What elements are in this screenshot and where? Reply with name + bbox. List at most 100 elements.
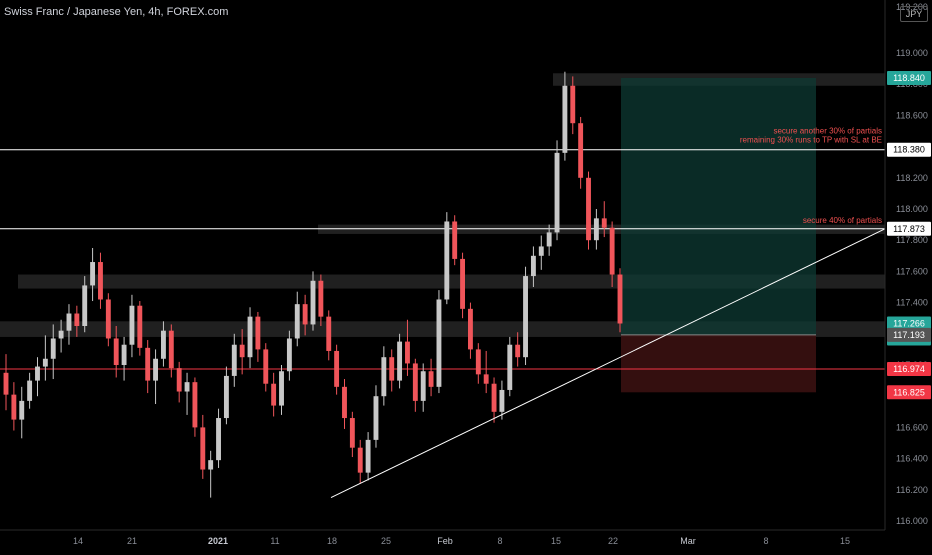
candle-body bbox=[499, 389, 505, 412]
target-zone[interactable] bbox=[621, 77, 816, 335]
candle-body bbox=[153, 358, 159, 381]
x-tick-label: 22 bbox=[608, 536, 618, 546]
x-tick-label: Feb bbox=[437, 536, 453, 546]
y-tick-label: 117.600 bbox=[896, 266, 928, 276]
candle-body bbox=[554, 152, 560, 233]
y-tick-label: 117.800 bbox=[896, 235, 928, 245]
time-axis[interactable]: 14 21 2021 11 18 25 Feb 8 15 22 Mar 8 15 bbox=[73, 536, 850, 546]
price-label-box bbox=[887, 142, 931, 157]
x-tick-label: 18 bbox=[327, 536, 337, 546]
candle-body bbox=[593, 218, 599, 241]
y-tick-label: 116.400 bbox=[896, 454, 928, 464]
candle-body bbox=[436, 299, 442, 387]
candle-body bbox=[168, 330, 174, 369]
candle-body bbox=[342, 386, 347, 419]
annotations-layer: secure another 30% of partialsremaining … bbox=[740, 127, 882, 225]
candle-body bbox=[74, 313, 80, 326]
y-tick-label: 119.200 bbox=[896, 2, 928, 12]
candle-body bbox=[373, 396, 379, 440]
candle-body bbox=[184, 382, 190, 392]
candle-body bbox=[42, 358, 48, 367]
candle-body bbox=[405, 341, 410, 364]
candle-body bbox=[515, 344, 521, 358]
price-label: 117.266 bbox=[893, 319, 925, 329]
y-tick-label: 118.600 bbox=[896, 110, 928, 120]
y-tick-label: 119.000 bbox=[896, 48, 928, 58]
candle-body bbox=[137, 305, 143, 348]
candle-body bbox=[452, 221, 458, 259]
y-tick-label: 118.200 bbox=[896, 173, 928, 183]
candle-body bbox=[318, 280, 324, 317]
candle-body bbox=[66, 313, 72, 331]
candle-body bbox=[389, 357, 395, 381]
candle-body bbox=[601, 218, 607, 228]
candle-body bbox=[483, 374, 489, 384]
candle-body bbox=[231, 344, 237, 376]
candle-body bbox=[121, 344, 127, 365]
position-tool[interactable] bbox=[621, 77, 816, 393]
candle-body bbox=[460, 258, 466, 309]
candle-body bbox=[546, 232, 552, 247]
symbol-title[interactable]: Swiss Franc / Japanese Yen, 4h, FOREX.co… bbox=[4, 6, 229, 18]
candle-body bbox=[50, 338, 56, 359]
candle-body bbox=[302, 304, 308, 325]
candle-body bbox=[192, 382, 198, 428]
y-tick-label: 117.400 bbox=[896, 298, 928, 308]
trendline[interactable] bbox=[330, 228, 886, 499]
candle-body bbox=[247, 316, 253, 358]
x-tick-label: 15 bbox=[551, 536, 561, 546]
price-label: 117.873 bbox=[893, 224, 925, 234]
candle-body bbox=[35, 366, 40, 381]
candle-body bbox=[475, 349, 481, 375]
candle-body bbox=[255, 316, 261, 350]
candle-body bbox=[19, 400, 25, 420]
candle-body bbox=[467, 308, 473, 350]
candle-body bbox=[160, 330, 166, 359]
candle-body bbox=[27, 380, 33, 401]
candle-body bbox=[586, 177, 591, 241]
candle-body bbox=[507, 344, 513, 390]
x-tick-label: 2021 bbox=[208, 536, 228, 546]
price-label: 118.380 bbox=[893, 145, 925, 155]
y-tick-label: 116.200 bbox=[896, 485, 928, 495]
candle-body bbox=[444, 221, 450, 300]
candle-body bbox=[223, 375, 229, 419]
candle-body bbox=[530, 255, 536, 277]
annotation-text: secure 40% of partials bbox=[803, 216, 882, 225]
candle-body bbox=[523, 276, 528, 358]
price-label-box bbox=[887, 385, 931, 400]
price-label-box bbox=[887, 327, 931, 342]
candle-body bbox=[381, 357, 387, 397]
candle-body bbox=[420, 371, 426, 401]
candle-body bbox=[90, 262, 96, 286]
candle-body bbox=[349, 418, 355, 448]
candle-body bbox=[491, 383, 497, 412]
price-label-box bbox=[887, 221, 931, 236]
candle-body bbox=[263, 349, 269, 384]
candle-body bbox=[98, 262, 103, 300]
candle-body bbox=[129, 305, 135, 345]
candle-body bbox=[412, 363, 418, 401]
candle-body bbox=[145, 347, 151, 381]
x-tick-label: 15 bbox=[840, 536, 850, 546]
candle-body bbox=[216, 418, 221, 461]
stop-zone[interactable] bbox=[621, 334, 816, 393]
currency-badge[interactable]: JPY bbox=[900, 6, 928, 22]
trendline-layer[interactable] bbox=[330, 228, 886, 499]
x-tick-label: 25 bbox=[381, 536, 391, 546]
price-label: 116.974 bbox=[893, 364, 925, 374]
x-tick-label: 8 bbox=[763, 536, 768, 546]
y-tick-label: 118.000 bbox=[896, 204, 928, 214]
candle-body bbox=[3, 372, 9, 395]
price-label: 116.825 bbox=[893, 387, 925, 397]
candle-body bbox=[200, 427, 206, 470]
price-label: 118.840 bbox=[893, 73, 925, 83]
candle-body bbox=[271, 383, 277, 406]
candle-body bbox=[294, 304, 300, 339]
candle-body bbox=[176, 368, 182, 392]
candle-body bbox=[428, 371, 434, 387]
candle-body bbox=[208, 460, 214, 470]
y-tick-label: 116.600 bbox=[896, 422, 928, 432]
